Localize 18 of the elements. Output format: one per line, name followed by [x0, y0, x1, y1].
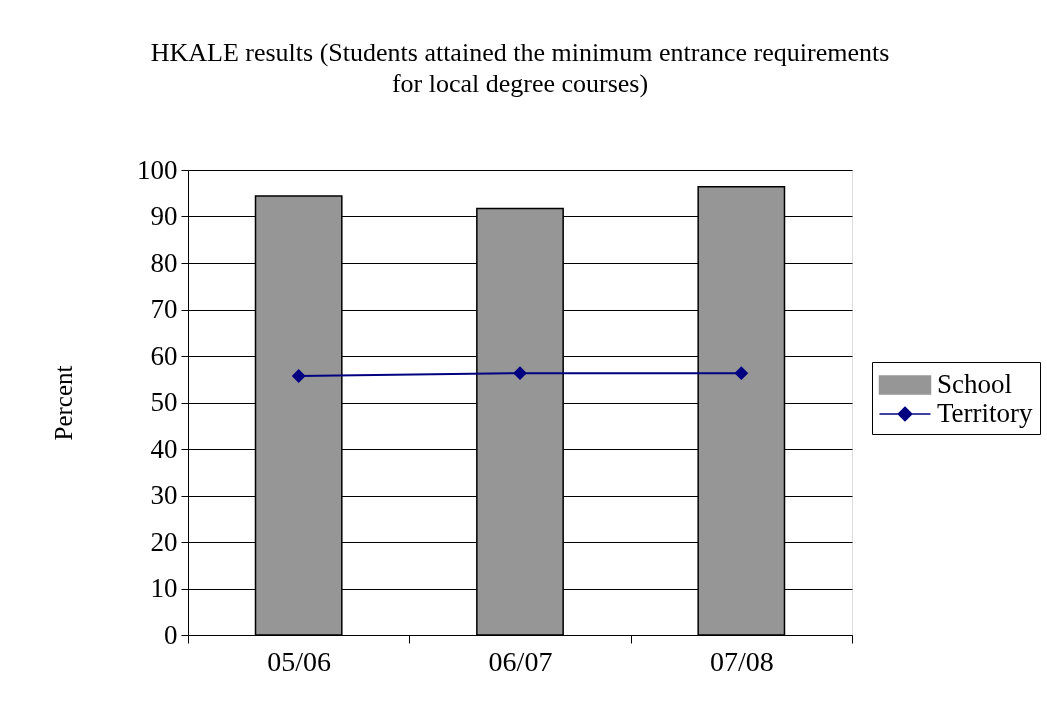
y-tick-label: 80	[150, 247, 178, 278]
legend-label: Territory	[937, 398, 1034, 428]
legend-label: School	[937, 369, 1013, 399]
y-tick-label: 30	[150, 480, 178, 510]
x-tick-label: 06/07	[488, 645, 553, 677]
x-tick-label: 05/06	[267, 645, 332, 677]
y-tick-label: 100	[137, 154, 178, 185]
y-axis-title: Percent	[50, 365, 77, 441]
y-tick-label: 60	[150, 340, 178, 371]
chart-title: HKALE results (Students attained the minimum entrance requirements for local degree courses)	[150, 38, 890, 98]
y-tick-label: 90	[150, 201, 178, 231]
y-tick-label: 10	[150, 573, 178, 603]
x-tick-label: 07/08	[709, 645, 774, 677]
y-tick-label: 0	[164, 619, 178, 650]
y-tick-label: 40	[150, 433, 178, 464]
y-tick-label: 20	[150, 526, 178, 557]
y-tick-label: 50	[150, 387, 178, 417]
y-tick-label: 70	[150, 294, 178, 324]
